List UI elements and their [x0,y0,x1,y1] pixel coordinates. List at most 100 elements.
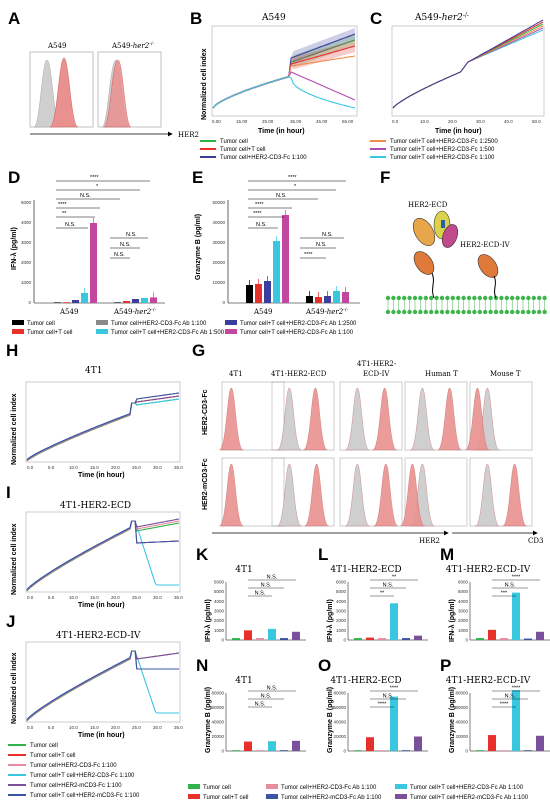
x-tick: 20.0 [111,595,120,600]
x-tick: 0.0 [27,465,34,470]
panel-e-bars [246,210,349,303]
x-tick: 5.0 [48,465,55,470]
panel-c-frame [391,25,545,117]
sig-label: **** [255,202,264,208]
bar [512,690,520,751]
legend-item: Tumor cell [220,139,248,145]
bar [390,603,398,640]
panel-letter: K [196,545,209,564]
bar [342,292,349,303]
panel-c-tick: 20.0 [448,119,457,124]
series-line [26,520,179,591]
transmembrane-icon [431,272,435,299]
panel-h-letter: H [6,341,18,360]
sig-label: **** [512,686,521,692]
histogram-box [339,457,403,527]
her2-ecd-schematic [412,210,459,299]
legend-swatch [12,320,24,325]
bar [232,750,240,751]
bar [414,736,422,751]
lipid-head [520,309,526,315]
panel-i-curves [26,518,180,592]
panel-ylabel: Granzyme B (pg/ml) [327,687,334,753]
panel-b-ticks: 5.00 15.00 25.00 35.00 45.00 55.00 [212,119,354,124]
panel-title: 4T1-HER2-ECD [330,676,401,686]
panel-a-label-a549: A549 [47,42,66,50]
sig-label: N.S. [126,232,137,238]
panel-d-group2: A549-her2-/- [113,307,157,316]
bar [256,638,264,640]
lipid-head [499,309,504,315]
panel-b-tick: 35.00 [290,119,302,124]
histogram-peak [437,387,462,451]
panel-i-xlabel: Time (in hour) [78,602,125,609]
panel-d-ytick: 5000 [21,200,32,205]
sig-label: N.S. [261,583,272,589]
series-line [26,395,180,461]
legend-item: Tumor cell+HER2-CD3-Fc Ab 1:100 [281,785,377,791]
histogram-peak [345,387,370,451]
series-line [26,650,180,721]
panel-bc-legend: Tumor cell Tumor cell+T cell Tumor cell+… [200,139,498,161]
y-tick: 20000 [333,734,346,739]
panel-d: D IFN-λ (pg/ml) 0 1000 2000 3000 4000 50… [8,168,165,316]
y-tick: 40000 [333,720,346,725]
bar [306,296,313,303]
her2-ecd-iv-schematic [477,254,499,299]
legend-swatch [395,794,407,799]
sig-label: N.S. [80,193,91,199]
legend-item: Tumor cell+T cell [30,753,76,759]
lipid-head [488,295,493,301]
legend-item: Tumor cell+T cell [203,795,249,801]
x-tick: 10.0 [69,595,78,600]
transmembrane-icon [493,275,497,299]
series-line [26,650,180,722]
panel-d-ytick: 3000 [21,240,32,245]
sig-label: * [294,184,297,190]
y-tick: 40000 [211,720,224,725]
panel-g-col-label: ECD-IV [363,370,390,378]
lipid-head [531,295,536,301]
legend-item: Tumor cell+T cell+HER2-CD3-Fc Ab 1:100 [410,785,524,791]
lipid-head [537,309,542,315]
legend-item: Tumor cell+T cell [27,330,73,336]
bar [54,302,61,303]
legend-swatch [225,320,237,325]
panel-e-ylabel: Granzyme B (pg/ml) [195,214,202,280]
bar [378,638,386,640]
panel-c-tick: 40.0 [504,119,513,124]
panel-kp-legend: Tumor cell Tumor cell+T cell Tumor cell+… [188,784,529,801]
histogram-box [271,457,335,527]
lipid-head [391,309,396,315]
bar [414,635,422,640]
panel-c-tick: 30.0 [476,119,485,124]
lipid-head [466,309,472,315]
sig-label: ** [62,211,67,217]
x-tick: 30.0 [153,465,162,470]
bar [366,637,374,640]
panel-g-col-label: 4T1-HER2- [357,360,397,368]
panel-j: J 4T1-HER2-ECD-IV Normalized cell index … [6,612,183,739]
sig-label: N.S. [316,242,327,248]
panel-e-letter: E [192,168,203,187]
lipid-head [402,295,407,301]
panel-ylabel: IFN-λ (pg/ml) [204,599,212,642]
panel-e-ytick: 10000 [212,280,225,285]
sig-label: N.S. [255,702,266,708]
panel-d-ytick: 2000 [21,260,32,265]
lipid-head [461,295,466,301]
legend-swatch [12,329,24,334]
panel-e-ytick: 50000 [212,200,225,205]
panel-e-ytick: 0 [222,300,225,305]
histogram-peak [465,387,490,451]
y-tick: 3000 [336,609,347,614]
lipid-head [531,309,536,315]
domain-i-icon [412,217,436,247]
legend-item: Tumor cell [30,743,58,749]
bar [500,750,508,751]
panel-e-yticks: 0 10000 20000 30000 40000 50000 [212,200,225,305]
panel-c-letter: C [370,9,382,28]
y-tick: 80000 [333,691,346,696]
